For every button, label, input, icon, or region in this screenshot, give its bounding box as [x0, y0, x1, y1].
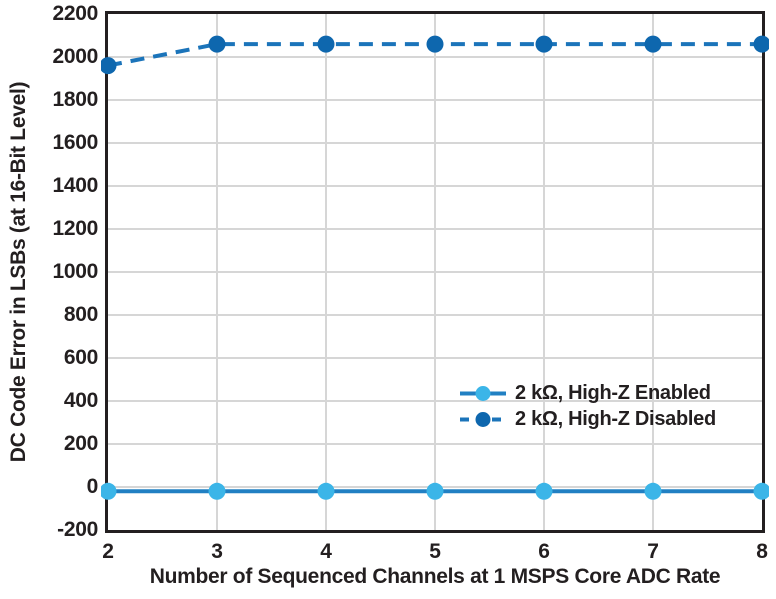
data-point-marker	[426, 35, 444, 53]
x-tick-label: 5	[429, 540, 441, 563]
y-tick-label: 400	[63, 389, 98, 412]
data-point-marker	[101, 482, 117, 500]
data-point-marker	[101, 57, 117, 75]
data-point-marker	[644, 482, 662, 500]
series-highz-enabled	[101, 482, 769, 500]
legend-label: 2 kΩ, High-Z Disabled	[515, 408, 716, 430]
x-tick-label: 6	[538, 540, 550, 563]
plot-frame	[105, 11, 765, 533]
data-point-marker	[317, 482, 335, 500]
legend-swatch-highz-enabled	[460, 386, 506, 401]
y-tick-label: 2200	[52, 2, 98, 25]
y-tick-label: 1800	[52, 88, 98, 111]
y-tick-label: 200	[63, 432, 98, 455]
x-tick-label: 8	[756, 540, 768, 563]
x-tick-label: 2	[102, 540, 114, 563]
legend-item-highz-enabled: 2 kΩ, High-Z Enabled	[458, 381, 716, 406]
data-point-marker	[535, 482, 553, 500]
data-point-marker	[208, 482, 226, 500]
data-point-marker	[317, 35, 335, 53]
legend: 2 kΩ, High-Z Enabled 2 kΩ, High-Z Disable…	[458, 381, 716, 432]
data-point-marker	[426, 482, 444, 500]
plot-area	[101, 11, 769, 533]
y-tick-label: 800	[63, 303, 98, 326]
gridlines	[108, 14, 762, 530]
y-tick-label: 1000	[52, 260, 98, 283]
x-tick-label: 3	[211, 540, 223, 563]
y-tick-label: -200	[57, 518, 98, 541]
data-point-marker	[644, 35, 662, 53]
data-point-marker	[535, 35, 553, 53]
x-axis-title: Number of Sequenced Channels at 1 MSPS C…	[149, 565, 721, 588]
y-tick-label: 600	[63, 346, 98, 369]
y-tick-label: 1400	[52, 174, 98, 197]
data-point-marker	[208, 35, 226, 53]
y-tick-label: 0	[86, 475, 99, 498]
x-tick-label: 7	[647, 540, 659, 563]
data-point-marker	[753, 35, 769, 53]
x-tick-label: 4	[320, 540, 332, 563]
y-tick-label: 1600	[52, 131, 98, 154]
data-point-marker	[753, 482, 769, 500]
legend-swatch-highz-disabled	[460, 412, 506, 427]
y-tick-label: 2000	[52, 45, 98, 68]
y-tick-label: 1200	[52, 217, 98, 240]
legend-label: 2 kΩ, High-Z Enabled	[515, 382, 711, 404]
legend-item-highz-disabled: 2 kΩ, High-Z Disabled	[458, 407, 716, 432]
series-highz-disabled	[101, 35, 769, 75]
